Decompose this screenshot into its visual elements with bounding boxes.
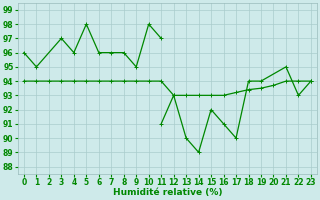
X-axis label: Humidité relative (%): Humidité relative (%): [113, 188, 222, 197]
